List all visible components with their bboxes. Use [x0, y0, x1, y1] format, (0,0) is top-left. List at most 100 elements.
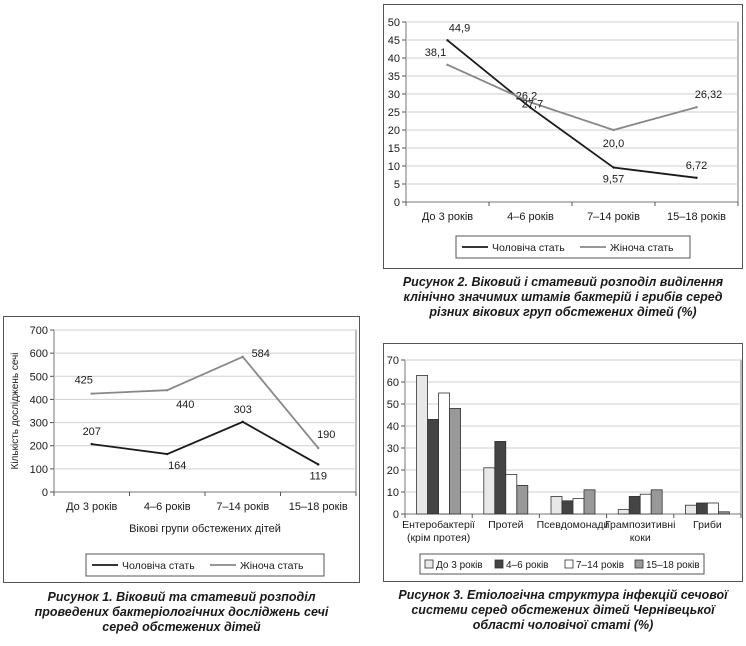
- figure-1-panel: 0 100 200 300 400 500 600 700 До 3 років 4–6 рокі…: [3, 316, 360, 583]
- chart2-y-tick-label: 10: [388, 161, 400, 173]
- chart2-y-tick-label: 20: [388, 125, 400, 137]
- chart1-x-tick-label: 4–6 років: [144, 501, 191, 513]
- chart3-x-tick-label: коки: [630, 532, 651, 544]
- chart2-data-label: 38,1: [425, 47, 446, 59]
- chart3-bar: [650, 489, 663, 515]
- chart2-y-tick-label: 40: [388, 53, 400, 65]
- chart3-x-tick-label: Протей: [488, 519, 524, 531]
- chart2-legend-label: Чоловіча стать: [492, 242, 565, 254]
- chart3-x-tick-label: (крім протея): [407, 532, 470, 544]
- chart3-bar: [516, 484, 529, 515]
- chart2-y-tick-label: 0: [394, 197, 400, 209]
- chart2-y-tick-label: 15: [388, 143, 400, 155]
- figure-1-caption-line: проведених бактеріологічних досліджень с…: [34, 605, 329, 619]
- chart3-bar: [706, 502, 719, 515]
- figure-2-caption-line: різних вікових груп обстежених дітей (%): [429, 305, 697, 319]
- chart2-x-tick-label: 15–18 років: [667, 211, 726, 223]
- chart2-series-line-female: [447, 64, 697, 131]
- chart1-x-tick-label: До 3 років: [66, 501, 117, 513]
- chart3-bar: [427, 419, 439, 515]
- chart1-y-tick-label: 100: [30, 464, 48, 476]
- chart2-y-tick-label: 45: [388, 35, 400, 47]
- chart1-data-point: [241, 355, 244, 359]
- chart2-y-tick-label: 25: [388, 107, 400, 119]
- chart2-y-tick-label: 50: [388, 17, 400, 29]
- chart1-data-label: 190: [317, 429, 335, 441]
- chart3-x-tick-label: Гриби: [693, 519, 722, 531]
- chart3-legend-swatch: [564, 559, 574, 569]
- chart1-x-axis-title: Вікові групи обстежених дітей: [129, 523, 281, 535]
- figure-3-caption-line: системи серед обстежених дітей Чернівець…: [411, 603, 715, 617]
- chart1-legend-box: [85, 553, 325, 577]
- chart2-data-label: 44,9: [449, 22, 470, 34]
- chart1-y-tick-label: 400: [30, 394, 48, 406]
- chart2-series-line-male: [446, 39, 697, 179]
- figure-3-caption: Рисунок 3. Етіологічна структура інфекці…: [383, 588, 743, 633]
- chart3-y-tick-label: 0: [393, 509, 399, 521]
- chart2-x-tick-label: 7–14 років: [587, 211, 640, 223]
- chart3-bar: [438, 392, 450, 515]
- chart3-legend-swatch: [494, 559, 504, 569]
- chart3-x-tick-label: Ентеробактерії: [402, 519, 475, 531]
- chart1-y-tick-label: 600: [30, 348, 48, 360]
- chart3-bar: [561, 500, 574, 515]
- chart3-bar: [639, 493, 652, 515]
- chart3-legend-label: 15–18 років: [646, 560, 700, 571]
- chart1-data-label: 303: [234, 404, 252, 416]
- chart1-y-tick-label: 500: [30, 371, 48, 383]
- chart3-bar: [583, 489, 596, 515]
- chart2-data-point: [695, 176, 698, 180]
- chart1-y-tick-label: 700: [30, 325, 48, 337]
- chart1-series-line-female: [91, 355, 319, 449]
- chart2-data-label: 6,72: [686, 160, 707, 172]
- chart1-x-tick-label: 7–14 років: [216, 501, 269, 513]
- chart1-y-tick-label: 200: [30, 441, 48, 453]
- chart3-y-tick-label: 30: [387, 443, 399, 455]
- chart2-data-label: 20,0: [603, 138, 624, 150]
- chart3-x-tick-label: Псевдомонади: [537, 519, 610, 531]
- figure-1-caption-line: Рисунок 1. Віковий та статевий розподіл: [47, 590, 316, 604]
- chart3-bar: [695, 502, 708, 515]
- chart1-legend-label: Жіноча стать: [240, 560, 304, 572]
- chart2-x-tick-label: 4–6 років: [507, 211, 554, 223]
- chart3-y-tick-label: 40: [387, 421, 399, 433]
- chart3-legend-box: [419, 553, 705, 575]
- chart2-data-point: [695, 106, 698, 109]
- chart3-legend-swatch: [634, 559, 644, 569]
- chart1-data-point: [166, 452, 169, 456]
- chart3-legend-swatch: [424, 559, 434, 569]
- chart3-y-tick-label: 60: [387, 377, 399, 389]
- chart2-y-tick-label: 30: [388, 89, 400, 101]
- chart2-data-point: [612, 128, 615, 132]
- chart2-data-point: [612, 166, 615, 169]
- chart1-data-label: 584: [252, 348, 270, 360]
- chart3-bar: [572, 498, 585, 515]
- chart3-legend-label: 7–14 років: [576, 560, 624, 571]
- chart-3-svg: 0 10 20 30 40 50 60 70 Ентеробактерії(крім проте…: [387, 355, 742, 575]
- chart1-data-label: 164: [168, 460, 186, 472]
- chart1-data-label: 119: [309, 470, 327, 482]
- chart2-y-tick-label: 35: [388, 71, 400, 83]
- figure-1-caption: Рисунок 1. Віковий та статевий розподіл …: [3, 590, 360, 635]
- chart1-legend-label: Чоловіча стать: [122, 560, 195, 572]
- chart3-legend-label: До 3 років: [436, 560, 483, 571]
- chart1-data-point: [90, 392, 93, 395]
- chart1-y-axis-title: Кількість досліджень сечі: [10, 353, 21, 470]
- chart3-bar: [505, 473, 518, 515]
- chart3-bar: [550, 495, 563, 515]
- chart3-y-tick-label: 50: [387, 399, 399, 411]
- chart2-data-label: 26,32: [695, 89, 723, 101]
- chart1-data-label: 207: [83, 426, 101, 438]
- chart1-data-point: [166, 388, 169, 392]
- chart2-data-point: [529, 101, 532, 104]
- chart3-bar: [494, 441, 507, 515]
- chart1-data-label: 440: [176, 399, 194, 411]
- chart2-data-label: 9,57: [603, 174, 624, 186]
- chart1-data-label: 425: [75, 375, 93, 387]
- chart2-data-label: 27,7: [522, 98, 543, 110]
- chart2-data-point: [529, 106, 532, 109]
- chart1-x-tick-label: 15–18 років: [289, 501, 348, 513]
- chart1-data-point: [90, 442, 93, 446]
- chart3-bar: [684, 504, 697, 515]
- chart1-data-point: [317, 446, 320, 450]
